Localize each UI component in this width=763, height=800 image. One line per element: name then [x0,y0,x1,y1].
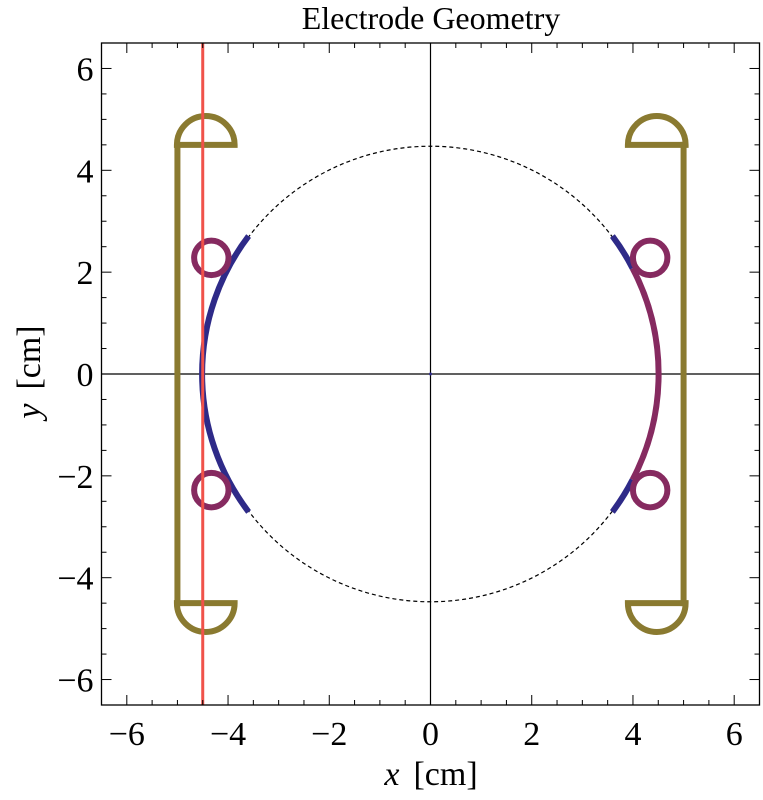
x-axis-label: x [cm] [383,756,477,793]
x-axis-unit: [cm] [413,756,477,793]
x-tick-label: 2 [523,716,540,753]
chart-title: Electrode Geometry [302,0,561,36]
electrode-semicircle [624,600,689,635]
x-axis-variable: x [383,756,399,793]
y-axis-label: y [cm] [11,325,48,421]
y-tick-label: 6 [77,51,94,88]
y-tick-label: 4 [77,153,94,190]
x-tick-label: 0 [422,716,439,753]
plot-marks [101,43,760,705]
y-tick-label: −6 [57,663,93,700]
y-tick-label: −2 [57,459,93,496]
x-tick-label: −2 [311,716,347,753]
origin-dot [429,372,432,376]
x-tick-label: 6 [726,716,743,753]
y-tick-label: −4 [57,561,93,598]
ring-electrode [629,469,671,511]
y-tick-label: 0 [77,357,94,394]
y-tick-label: 2 [77,255,94,292]
ring-electrode [191,469,232,511]
x-tick-label: −4 [210,716,246,753]
electrode-semicircle [173,600,238,635]
ticks: −6 −6 −4 −4 −2 −2 0 0 2 2 4 4 6 6 [57,43,760,753]
electrode-arc [609,478,636,514]
electrode-arc [609,234,636,270]
electrode-semicircle [173,113,238,148]
electrode-arc [629,266,662,482]
x-tick-label: 4 [624,716,641,753]
y-axis-variable: y [11,403,48,422]
x-tick-label: −6 [109,716,145,753]
ring-electrode [629,237,671,279]
electrode-semicircle [624,113,689,148]
y-axis-unit: [cm] [11,325,48,389]
ring-electrode [191,237,232,279]
